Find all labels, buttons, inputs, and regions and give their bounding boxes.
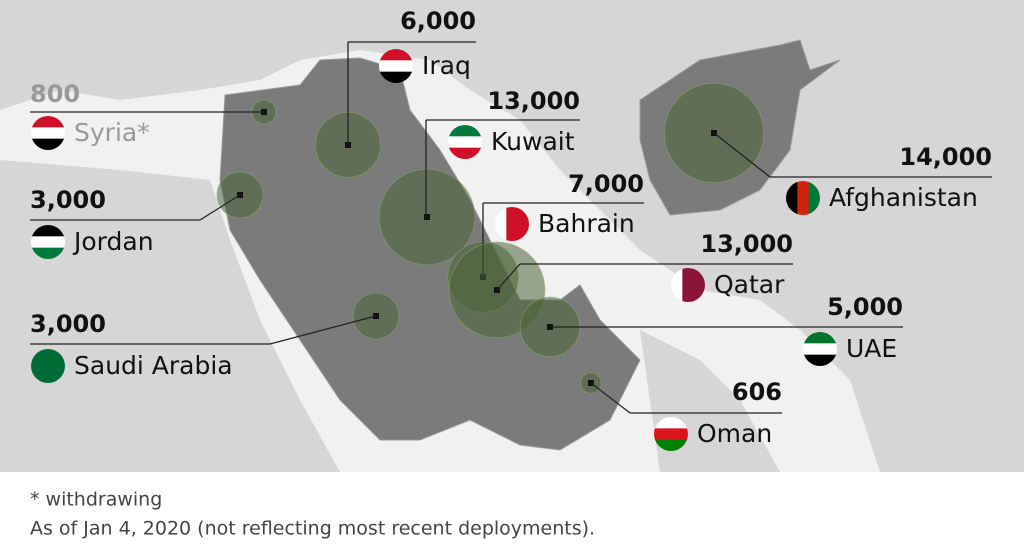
flag-stripe <box>31 247 65 259</box>
flag-stripe <box>808 181 820 215</box>
country-name: Kuwait <box>491 127 575 156</box>
country-name: Jordan <box>72 227 154 256</box>
flag <box>448 125 482 159</box>
country-name: Bahrain <box>538 209 635 238</box>
flag-stripe <box>31 360 65 373</box>
markers-layer: 800 Syria* 6,000 Iraq 13,000 Kuwait 14,000 Afgh… <box>30 7 992 451</box>
flag-stripe <box>31 371 65 383</box>
flag-stripe <box>786 181 798 215</box>
country-name: Oman <box>697 419 772 448</box>
flag-stripe <box>31 225 65 237</box>
value-label: 606 <box>732 378 782 406</box>
value-label: 3,000 <box>30 186 106 214</box>
flag-stripe <box>31 349 65 361</box>
flag <box>495 207 529 241</box>
flag-stripe <box>803 354 837 366</box>
value-label: 5,000 <box>827 293 903 321</box>
leader-line <box>496 263 521 291</box>
flag <box>31 116 65 150</box>
leader-line <box>269 315 377 345</box>
country-name: Iraq <box>422 51 471 80</box>
flag-stripe <box>31 116 65 128</box>
value-label: 13,000 <box>487 87 580 115</box>
flag-stripe <box>31 138 65 150</box>
value-label: 13,000 <box>700 230 793 258</box>
flag-stripe <box>379 71 413 83</box>
flag-stripe <box>31 127 65 140</box>
footnote: * withdrawing <box>30 489 162 511</box>
country-name: Saudi Arabia <box>74 351 233 380</box>
value-label: 800 <box>30 80 80 108</box>
marker-dot <box>424 214 430 220</box>
flag-stripe <box>654 428 688 441</box>
flag-stripe <box>448 147 482 159</box>
flag-stripe <box>379 49 413 61</box>
flag-stripe <box>31 236 65 249</box>
leader-line <box>713 132 771 178</box>
flag-stripe <box>797 181 810 215</box>
flag-stripe <box>517 207 529 241</box>
country-name: Afghanistan <box>829 183 978 212</box>
flag-stripe <box>506 207 519 241</box>
value-label: 6,000 <box>400 7 476 35</box>
flag-stripe <box>448 136 482 149</box>
flag <box>379 49 413 83</box>
flag <box>786 181 820 215</box>
leader-line <box>199 194 241 221</box>
value-label: 3,000 <box>30 310 106 338</box>
footnote: As of Jan 4, 2020 (not reflecting most r… <box>30 518 595 540</box>
flag <box>31 349 65 383</box>
country-name: UAE <box>846 334 897 363</box>
value-label: 14,000 <box>899 143 992 171</box>
flag <box>31 225 65 259</box>
country-name: Syria* <box>74 118 150 147</box>
flag-stripe <box>671 268 683 302</box>
flag-stripe <box>654 439 688 451</box>
value-label: 7,000 <box>568 170 644 198</box>
flag-stripe <box>803 332 837 344</box>
flag-stripe <box>654 417 688 429</box>
country-name: Qatar <box>714 270 785 299</box>
leader-line <box>590 382 631 414</box>
flag <box>671 268 705 302</box>
flag-stripe <box>803 343 837 356</box>
flag-stripe <box>448 125 482 137</box>
flag <box>803 332 837 366</box>
flag-stripe <box>495 207 507 241</box>
flag <box>654 417 688 451</box>
flag-stripe <box>682 268 695 302</box>
flag-stripe <box>693 268 705 302</box>
flag-stripe <box>379 60 413 73</box>
footer-bg <box>0 472 1024 544</box>
